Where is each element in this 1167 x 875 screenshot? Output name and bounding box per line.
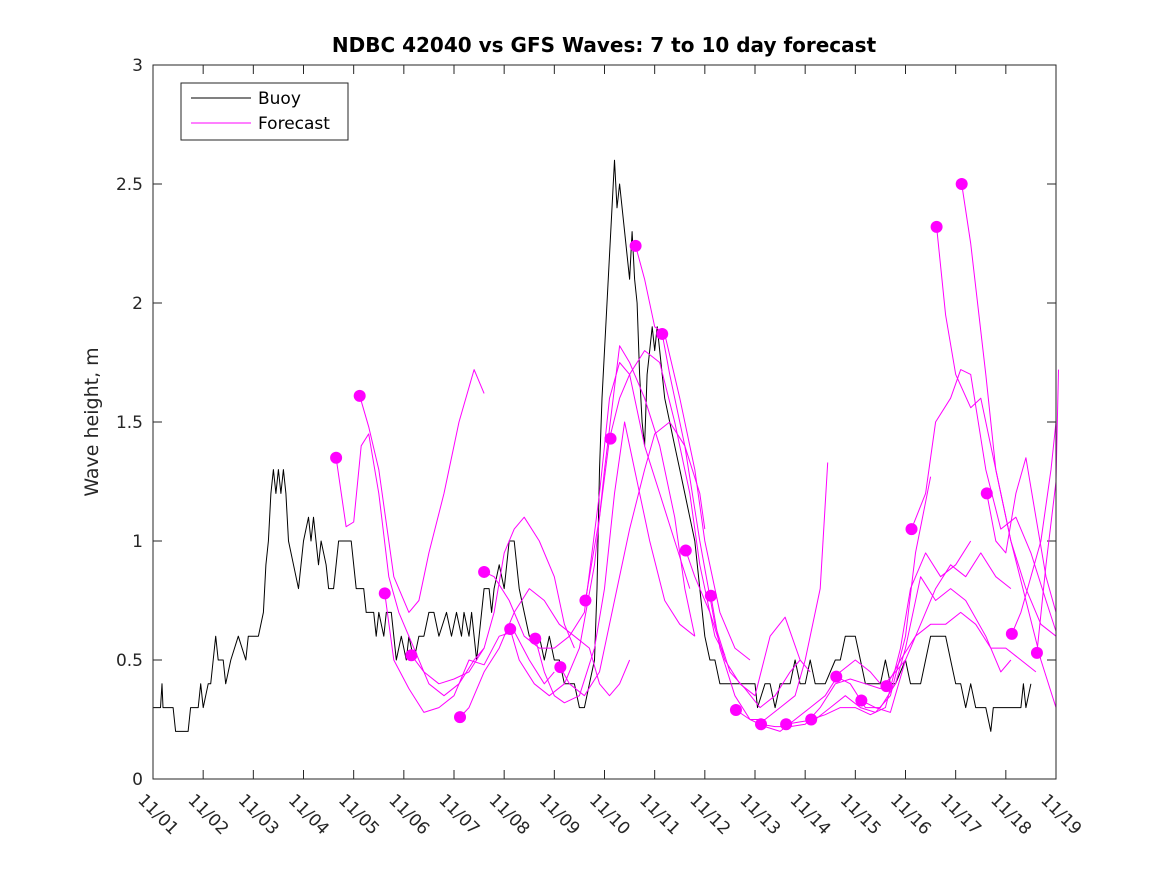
plot-area (153, 65, 1056, 779)
forecast-start-marker (780, 718, 793, 731)
forecast-start-marker (679, 544, 692, 557)
forecast-start-marker (554, 661, 567, 674)
forecast-start-marker (704, 589, 717, 602)
forecast-series-line-2 (359, 369, 485, 613)
forecast-series-line-9 (559, 421, 706, 697)
forecast-series-line-27 (1036, 369, 1059, 653)
forecast-start-marker (378, 587, 391, 600)
forecast-start-marker (629, 239, 642, 252)
y-tick-label: 2 (132, 294, 143, 314)
forecast-start-marker (478, 565, 491, 578)
axes-box (152, 64, 1057, 780)
forecast-series-line-14 (710, 462, 829, 720)
forecast-start-marker (604, 432, 617, 445)
forecast-series-line-4 (410, 516, 575, 685)
y-tick-label: 3 (132, 56, 143, 76)
y-tick-label: 2.5 (116, 175, 143, 195)
forecast-series-line-22 (911, 369, 1057, 632)
y-tick-label: 1 (132, 532, 143, 552)
forecast-start-marker (955, 178, 968, 190)
forecast-start-marker (353, 389, 366, 402)
forecast-series-line-3 (384, 593, 555, 713)
forecast-start-marker (504, 623, 517, 636)
forecast-series-line-23 (936, 226, 1057, 637)
y-tick-labels: 0 0.5 1 1.5 2 2.5 3 (116, 56, 143, 790)
forecast-start-marker (529, 632, 542, 645)
forecast-start-marker (905, 523, 918, 536)
y-tick-label: 0 (132, 770, 143, 790)
y-tick-label: 0.5 (116, 651, 143, 671)
legend: Buoy Forecast (180, 82, 349, 141)
forecast-series-line-13 (685, 550, 811, 697)
forecast-series-line-6 (483, 362, 691, 649)
forecast-markers (330, 178, 1043, 731)
forecast-series-line-26 (1011, 421, 1057, 634)
forecast-start-marker (729, 703, 742, 716)
forecast-series-line-25 (986, 457, 1057, 613)
forecast-start-marker (805, 713, 818, 726)
forecast-series-line-10 (584, 350, 726, 656)
legend-label-buoy: Buoy (258, 89, 301, 109)
forecast-series-line-18 (811, 540, 972, 720)
forecast-start-marker (755, 718, 768, 731)
forecast-series-line-1 (335, 433, 485, 697)
forecast-start-marker (830, 670, 843, 683)
forecast-series-line-11 (635, 245, 751, 661)
forecast-start-marker (1030, 646, 1043, 659)
forecast-series-line-19 (836, 576, 1012, 709)
legend-label-forecast: Forecast (258, 114, 330, 134)
forecast-series-line-7 (509, 345, 696, 697)
forecast-start-marker (880, 680, 893, 693)
forecast-series-line-21 (885, 611, 1037, 687)
forecast-start-marker (656, 327, 669, 340)
buoy-series-line (153, 159, 1032, 732)
forecast-series-line-12 (661, 333, 801, 709)
forecast-start-marker (1005, 627, 1018, 640)
forecast-start-marker (855, 694, 868, 707)
forecast-start-marker (930, 220, 943, 233)
forecast-series-line-5 (459, 588, 631, 718)
legend-box (180, 82, 349, 141)
forecast-start-marker (454, 711, 467, 724)
forecast-start-marker (579, 594, 592, 607)
y-axis-label: Wave height, m (81, 347, 103, 496)
forecast-start-marker (330, 451, 343, 464)
chart-title: NDBC 42040 vs GFS Waves: 7 to 10 day for… (332, 33, 877, 57)
forecast-start-marker (405, 649, 418, 662)
tick-marks (152, 64, 1057, 780)
forecast-start-marker (980, 487, 993, 500)
forecast-series-line-8 (534, 421, 696, 704)
y-tick-label: 1.5 (116, 413, 143, 433)
forecast-series-line-20 (861, 552, 1012, 713)
